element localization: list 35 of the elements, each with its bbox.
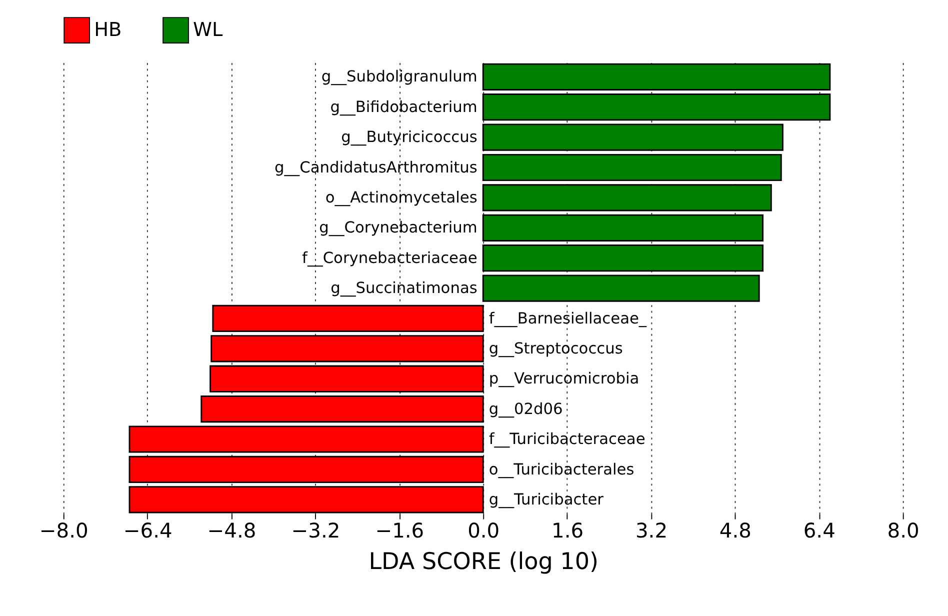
bar: [482, 184, 772, 212]
bar: [482, 274, 760, 302]
y-tick-label: g__Corynebacterium: [319, 218, 478, 237]
x-tick-label: 4.8: [719, 518, 752, 543]
y-tick-label: o__Turicibacterales: [488, 460, 634, 478]
y-tick-label: p__Verrucomicrobia: [488, 370, 640, 388]
x-tick-label: 8.0: [887, 518, 920, 543]
x-tick-label: −6.4: [123, 518, 172, 543]
legend-label: WL: [193, 18, 224, 42]
y-tick-label: f__Turicibacteraceae: [488, 430, 646, 448]
bar: [200, 396, 484, 423]
y-tick-label: g__CandidatusArthromitus: [274, 158, 478, 176]
y-tick-label: g__Succinatimonas: [330, 279, 478, 298]
y-tick-label: g__Subdoligranulum: [321, 68, 478, 86]
bar: [128, 426, 484, 453]
y-tick-label: g__Streptococcus: [488, 339, 623, 358]
y-tick-label: g__02d06: [488, 400, 563, 418]
x-tick-label: −8.0: [39, 518, 88, 543]
x-axis-title: LDA SCORE (log 10): [368, 549, 599, 576]
y-tick-label: g__Butyricicoccus: [341, 128, 478, 146]
x-tick-label: 6.4: [803, 518, 836, 543]
x-tick-label: 3.2: [635, 518, 668, 543]
x-tick-label: −4.8: [207, 518, 256, 543]
x-tick-label: 1.6: [552, 518, 584, 543]
x-tick-label: −1.6: [375, 518, 424, 543]
y-tick-label: f___Barnesiellaceae_: [488, 309, 647, 328]
y-tick-label: g__Bifidobacterium: [330, 98, 478, 116]
x-tick-label: −3.2: [291, 518, 340, 543]
bar: [482, 154, 782, 182]
x-tick-label: 0.0: [468, 518, 500, 543]
bar: [212, 304, 484, 332]
y-tick-label: g__Turicibacter: [488, 490, 604, 508]
y-tick-label: o__Actinomycetales: [325, 188, 478, 206]
legend-label: HB: [94, 18, 122, 42]
y-tick-label: f__Corynebacteriaceae: [302, 248, 478, 267]
